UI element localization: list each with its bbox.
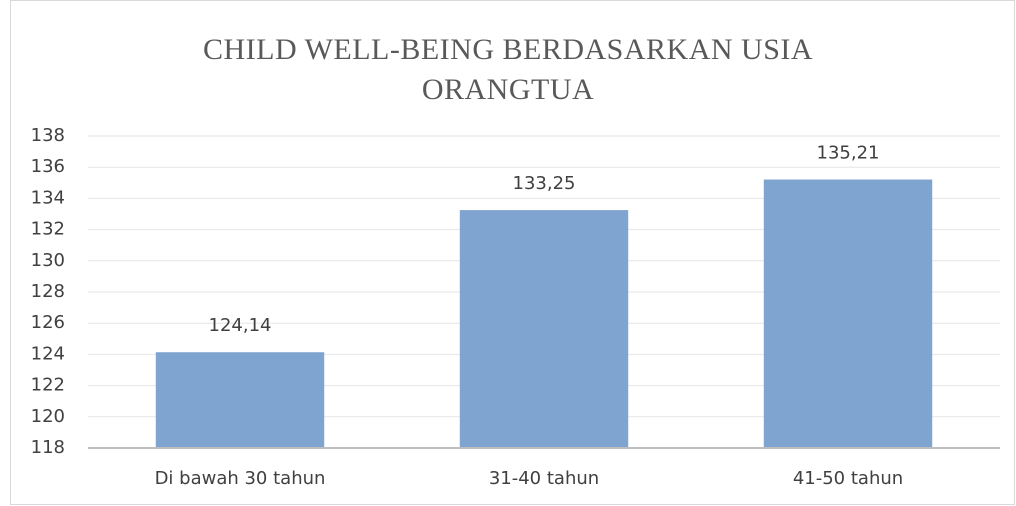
plot-area: 118 120 122 124 126 128 130 132 134 136 138 Di bawa… [31,125,1000,489]
chart-border [10,0,1015,505]
x-tick-label: 31-40 tahun [489,468,599,489]
y-tick-label: 120 [31,406,65,427]
y-tick-label: 126 [31,312,65,333]
value-label: 124,14 [209,315,272,336]
chart-title: CHILD WELL-BEING BERDASARKAN USIA ORANGT… [202,33,814,106]
x-tick-label: 41-50 tahun [793,468,903,489]
y-tick-label: 134 [31,187,65,208]
y-tick-label: 132 [31,219,65,240]
value-label: 133,25 [513,173,576,194]
y-tick-label: 128 [31,281,65,302]
value-label: 135,21 [817,143,880,164]
bar [459,210,629,448]
x-tick-label: Di bawah 30 tahun [155,468,326,489]
y-tick-label: 122 [31,375,65,396]
y-tick-label: 136 [31,156,65,177]
bar [763,179,933,449]
y-tick-label: 138 [31,125,65,146]
bar [155,352,325,448]
y-tick-label: 124 [31,343,65,364]
y-tick-label: 130 [31,250,65,271]
y-tick-label: 118 [31,437,65,458]
